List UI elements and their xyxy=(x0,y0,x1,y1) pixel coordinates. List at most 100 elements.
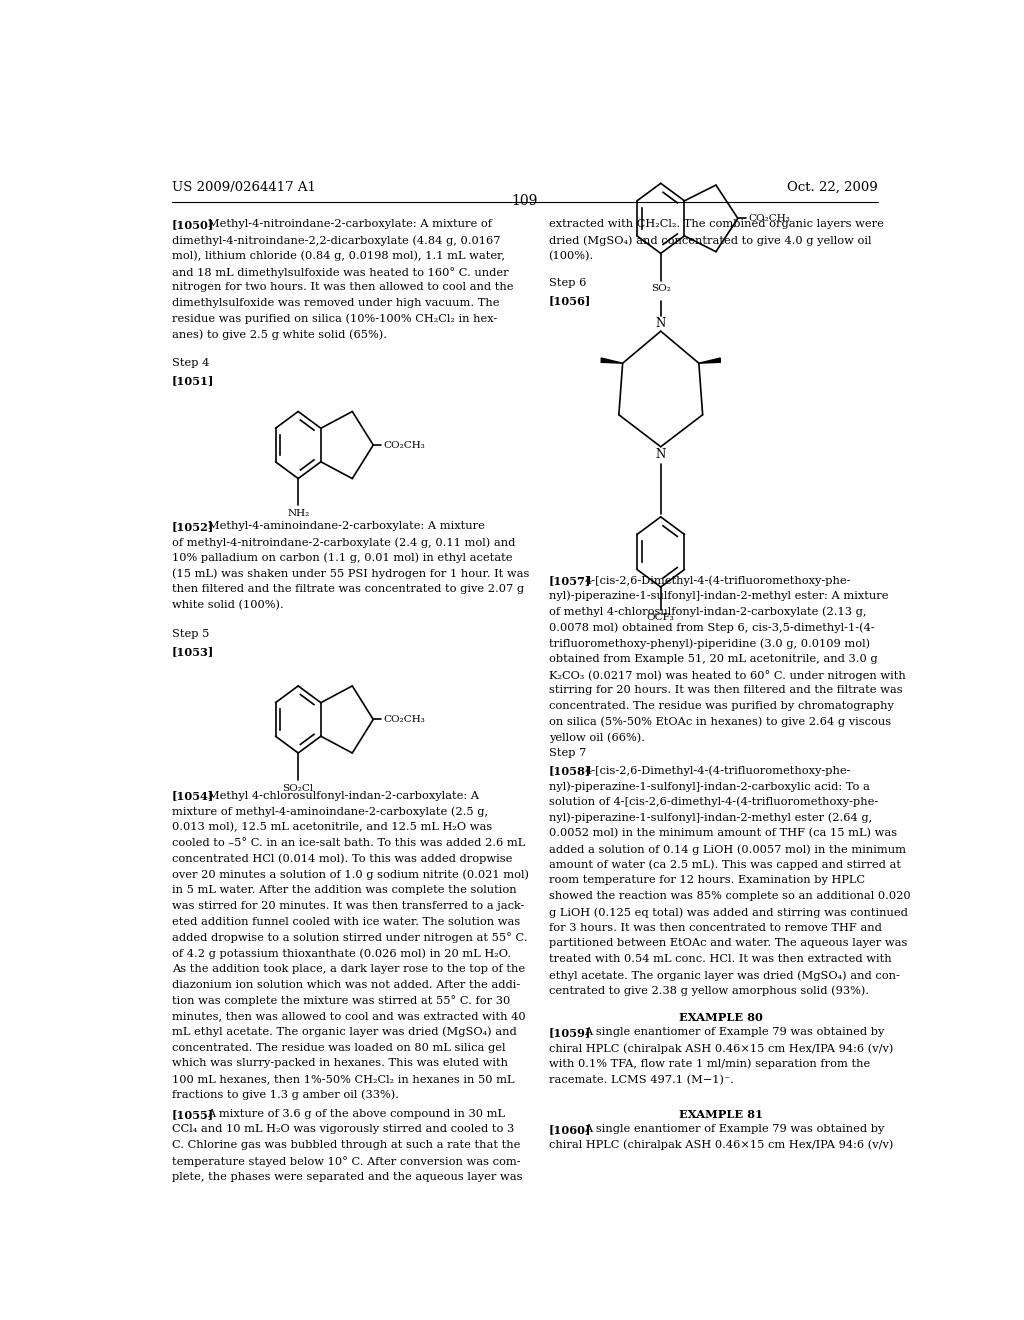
Text: N: N xyxy=(655,317,666,330)
Polygon shape xyxy=(601,358,623,363)
Text: tion was complete the mixture was stirred at 55° C. for 30: tion was complete the mixture was stirre… xyxy=(172,995,510,1006)
Text: EXAMPLE 80: EXAMPLE 80 xyxy=(679,1012,763,1023)
Text: fractions to give 1.3 g amber oil (33%).: fractions to give 1.3 g amber oil (33%). xyxy=(172,1090,398,1101)
Text: 0.0078 mol) obtained from Step 6, cis-3,5-dimethyl-1-(4-: 0.0078 mol) obtained from Step 6, cis-3,… xyxy=(549,623,874,634)
Text: plete, the phases were separated and the aqueous layer was: plete, the phases were separated and the… xyxy=(172,1172,522,1181)
Text: temperature stayed below 10° C. After conversion was com-: temperature stayed below 10° C. After co… xyxy=(172,1156,520,1167)
Text: nyl)-piperazine-1-sulfonyl]-indan-2-carboxylic acid: To a: nyl)-piperazine-1-sulfonyl]-indan-2-carb… xyxy=(549,781,869,792)
Text: room temperature for 12 hours. Examination by HPLC: room temperature for 12 hours. Examinati… xyxy=(549,875,864,886)
Text: centrated to give 2.38 g yellow amorphous solid (93%).: centrated to give 2.38 g yellow amorphou… xyxy=(549,986,868,997)
Text: stirring for 20 hours. It was then filtered and the filtrate was: stirring for 20 hours. It was then filte… xyxy=(549,685,902,696)
Text: mL ethyl acetate. The organic layer was dried (MgSO₄) and: mL ethyl acetate. The organic layer was … xyxy=(172,1027,516,1038)
Text: concentrated HCl (0.014 mol). To this was added dropwise: concentrated HCl (0.014 mol). To this wa… xyxy=(172,854,512,865)
Text: then filtered and the filtrate was concentrated to give 2.07 g: then filtered and the filtrate was conce… xyxy=(172,585,523,594)
Text: (15 mL) was shaken under 55 PSI hydrogen for 1 hour. It was: (15 mL) was shaken under 55 PSI hydrogen… xyxy=(172,569,529,579)
Text: extracted with CH₂Cl₂. The combined organic layers were: extracted with CH₂Cl₂. The combined orga… xyxy=(549,219,884,230)
Text: Step 7: Step 7 xyxy=(549,748,586,758)
Text: of methyl 4-chlorosulfonyl-indan-2-carboxylate (2.13 g,: of methyl 4-chlorosulfonyl-indan-2-carbo… xyxy=(549,607,866,618)
Text: EXAMPLE 81: EXAMPLE 81 xyxy=(679,1109,763,1119)
Text: 100 mL hexanes, then 1%-50% CH₂Cl₂ in hexanes in 50 mL: 100 mL hexanes, then 1%-50% CH₂Cl₂ in he… xyxy=(172,1074,514,1084)
Text: OCF₃: OCF₃ xyxy=(647,612,675,622)
Text: showed the reaction was 85% complete so an additional 0.020: showed the reaction was 85% complete so … xyxy=(549,891,910,902)
Text: Oct. 22, 2009: Oct. 22, 2009 xyxy=(787,181,878,194)
Text: dimethylsulfoxide was removed under high vacuum. The: dimethylsulfoxide was removed under high… xyxy=(172,298,499,308)
Polygon shape xyxy=(698,358,720,363)
Text: mixture of methyl-4-aminoindane-2-carboxylate (2.5 g,: mixture of methyl-4-aminoindane-2-carbox… xyxy=(172,807,487,817)
Text: solution of 4-[cis-2,6-dimethyl-4-(4-trifluoromethoxy-phe-: solution of 4-[cis-2,6-dimethyl-4-(4-tri… xyxy=(549,797,878,808)
Text: over 20 minutes a solution of 1.0 g sodium nitrite (0.021 mol): over 20 minutes a solution of 1.0 g sodi… xyxy=(172,870,528,880)
Text: (100%).: (100%). xyxy=(549,251,594,261)
Text: of methyl-4-nitroindane-2-carboxylate (2.4 g, 0.11 mol) and: of methyl-4-nitroindane-2-carboxylate (2… xyxy=(172,537,515,548)
Text: 10% palladium on carbon (1.1 g, 0.01 mol) in ethyl acetate: 10% palladium on carbon (1.1 g, 0.01 mol… xyxy=(172,553,512,564)
Text: amount of water (ca 2.5 mL). This was capped and stirred at: amount of water (ca 2.5 mL). This was ca… xyxy=(549,859,901,870)
Text: NH₂: NH₂ xyxy=(287,510,309,519)
Text: SO₂Cl: SO₂Cl xyxy=(283,784,313,793)
Text: concentrated. The residue was loaded on 80 mL silica gel: concentrated. The residue was loaded on … xyxy=(172,1043,505,1052)
Text: As the addition took place, a dark layer rose to the top of the: As the addition took place, a dark layer… xyxy=(172,964,524,974)
Text: Step 4: Step 4 xyxy=(172,358,209,367)
Text: residue was purified on silica (10%-100% CH₂Cl₂ in hex-: residue was purified on silica (10%-100%… xyxy=(172,314,497,325)
Text: CCl₄ and 10 mL H₂O was vigorously stirred and cooled to 3: CCl₄ and 10 mL H₂O was vigorously stirre… xyxy=(172,1125,514,1134)
Text: racemate. LCMS 497.1 (M−1)⁻.: racemate. LCMS 497.1 (M−1)⁻. xyxy=(549,1074,733,1085)
Text: [1055]: [1055] xyxy=(172,1109,214,1119)
Text: anes) to give 2.5 g white solid (65%).: anes) to give 2.5 g white solid (65%). xyxy=(172,330,387,341)
Text: eted addition funnel cooled with ice water. The solution was: eted addition funnel cooled with ice wat… xyxy=(172,916,520,927)
Text: 109: 109 xyxy=(512,194,538,209)
Text: 0.013 mol), 12.5 mL acetonitrile, and 12.5 mL H₂O was: 0.013 mol), 12.5 mL acetonitrile, and 12… xyxy=(172,822,492,833)
Text: CO₂CH₃: CO₂CH₃ xyxy=(749,214,791,223)
Text: US 2009/0264417 A1: US 2009/0264417 A1 xyxy=(172,181,315,194)
Text: N: N xyxy=(655,447,666,461)
Text: [1057]: [1057] xyxy=(549,576,591,586)
Text: [1056]: [1056] xyxy=(549,296,591,306)
Text: Methyl-4-nitroindane-2-carboxylate: A mixture of: Methyl-4-nitroindane-2-carboxylate: A mi… xyxy=(208,219,492,230)
Text: minutes, then was allowed to cool and was extracted with 40: minutes, then was allowed to cool and wa… xyxy=(172,1011,525,1022)
Text: diazonium ion solution which was not added. After the addi-: diazonium ion solution which was not add… xyxy=(172,979,520,990)
Text: Step 6: Step 6 xyxy=(549,279,586,288)
Text: CO₂CH₃: CO₂CH₃ xyxy=(383,715,425,723)
Text: [1052]: [1052] xyxy=(172,521,214,532)
Text: [1054]: [1054] xyxy=(172,791,214,801)
Text: mol), lithium chloride (0.84 g, 0.0198 mol), 1.1 mL water,: mol), lithium chloride (0.84 g, 0.0198 m… xyxy=(172,251,505,261)
Text: Step 5: Step 5 xyxy=(172,630,209,639)
Text: added a solution of 0.14 g LiOH (0.0057 mol) in the minimum: added a solution of 0.14 g LiOH (0.0057 … xyxy=(549,843,905,854)
Text: [1060]: [1060] xyxy=(549,1125,591,1135)
Text: dried (MgSO₄) and concentrated to give 4.0 g yellow oil: dried (MgSO₄) and concentrated to give 4… xyxy=(549,235,871,246)
Text: [1051]: [1051] xyxy=(172,375,214,385)
Text: obtained from Example 51, 20 mL acetonitrile, and 3.0 g: obtained from Example 51, 20 mL acetonit… xyxy=(549,653,878,664)
Text: [1053]: [1053] xyxy=(172,647,214,657)
Text: [1050]: [1050] xyxy=(172,219,214,231)
Text: dimethyl-4-nitroindane-2,2-dicarboxylate (4.84 g, 0.0167: dimethyl-4-nitroindane-2,2-dicarboxylate… xyxy=(172,235,500,246)
Text: nyl)-piperazine-1-sulfonyl]-indan-2-methyl ester (2.64 g,: nyl)-piperazine-1-sulfonyl]-indan-2-meth… xyxy=(549,812,871,822)
Text: yellow oil (66%).: yellow oil (66%). xyxy=(549,733,645,743)
Text: partitioned between EtOAc and water. The aqueous layer was: partitioned between EtOAc and water. The… xyxy=(549,939,907,949)
Text: in 5 mL water. After the addition was complete the solution: in 5 mL water. After the addition was co… xyxy=(172,886,516,895)
Text: C. Chlorine gas was bubbled through at such a rate that the: C. Chlorine gas was bubbled through at s… xyxy=(172,1140,520,1150)
Text: 4-[cis-2,6-Dimethyl-4-(4-trifluoromethoxy-phe-: 4-[cis-2,6-Dimethyl-4-(4-trifluoromethox… xyxy=(585,576,851,586)
Text: A single enantiomer of Example 79 was obtained by: A single enantiomer of Example 79 was ob… xyxy=(585,1125,885,1134)
Text: A mixture of 3.6 g of the above compound in 30 mL: A mixture of 3.6 g of the above compound… xyxy=(208,1109,506,1119)
Text: chiral HPLC (chiralpak ASH 0.46×15 cm Hex/IPA 94:6 (v/v): chiral HPLC (chiralpak ASH 0.46×15 cm He… xyxy=(549,1043,893,1053)
Text: and 18 mL dimethylsulfoxide was heated to 160° C. under: and 18 mL dimethylsulfoxide was heated t… xyxy=(172,267,508,277)
Text: [1059]: [1059] xyxy=(549,1027,591,1039)
Text: 4-[cis-2,6-Dimethyl-4-(4-trifluoromethoxy-phe-: 4-[cis-2,6-Dimethyl-4-(4-trifluoromethox… xyxy=(585,766,851,776)
Text: cooled to –5° C. in an ice-salt bath. To this was added 2.6 mL: cooled to –5° C. in an ice-salt bath. To… xyxy=(172,838,525,847)
Text: [1058]: [1058] xyxy=(549,766,591,776)
Text: nyl)-piperazine-1-sulfonyl]-indan-2-methyl ester: A mixture: nyl)-piperazine-1-sulfonyl]-indan-2-meth… xyxy=(549,591,888,602)
Text: for 3 hours. It was then concentrated to remove THF and: for 3 hours. It was then concentrated to… xyxy=(549,923,882,933)
Text: white solid (100%).: white solid (100%). xyxy=(172,601,284,610)
Text: was stirred for 20 minutes. It was then transferred to a jack-: was stirred for 20 minutes. It was then … xyxy=(172,900,524,911)
Text: CO₂CH₃: CO₂CH₃ xyxy=(383,441,425,450)
Text: SO₂: SO₂ xyxy=(651,284,671,293)
Text: which was slurry-packed in hexanes. This was eluted with: which was slurry-packed in hexanes. This… xyxy=(172,1059,508,1068)
Text: Methyl 4-chlorosulfonyl-indan-2-carboxylate: A: Methyl 4-chlorosulfonyl-indan-2-carboxyl… xyxy=(208,791,478,801)
Text: chiral HPLC (chiralpak ASH 0.46×15 cm Hex/IPA 94:6 (v/v): chiral HPLC (chiralpak ASH 0.46×15 cm He… xyxy=(549,1139,893,1150)
Text: g LiOH (0.125 eq total) was added and stirring was continued: g LiOH (0.125 eq total) was added and st… xyxy=(549,907,907,917)
Text: added dropwise to a solution stirred under nitrogen at 55° C.: added dropwise to a solution stirred und… xyxy=(172,932,527,944)
Text: on silica (5%-50% EtOAc in hexanes) to give 2.64 g viscous: on silica (5%-50% EtOAc in hexanes) to g… xyxy=(549,717,891,727)
Text: K₂CO₃ (0.0217 mol) was heated to 60° C. under nitrogen with: K₂CO₃ (0.0217 mol) was heated to 60° C. … xyxy=(549,669,905,681)
Text: ethyl acetate. The organic layer was dried (MgSO₄) and con-: ethyl acetate. The organic layer was dri… xyxy=(549,970,899,981)
Text: nitrogen for two hours. It was then allowed to cool and the: nitrogen for two hours. It was then allo… xyxy=(172,282,513,293)
Text: trifluoromethoxy-phenyl)-piperidine (3.0 g, 0.0109 mol): trifluoromethoxy-phenyl)-piperidine (3.0… xyxy=(549,638,869,648)
Text: treated with 0.54 mL conc. HCl. It was then extracted with: treated with 0.54 mL conc. HCl. It was t… xyxy=(549,954,891,964)
Text: 0.0052 mol) in the minimum amount of THF (ca 15 mL) was: 0.0052 mol) in the minimum amount of THF… xyxy=(549,828,897,838)
